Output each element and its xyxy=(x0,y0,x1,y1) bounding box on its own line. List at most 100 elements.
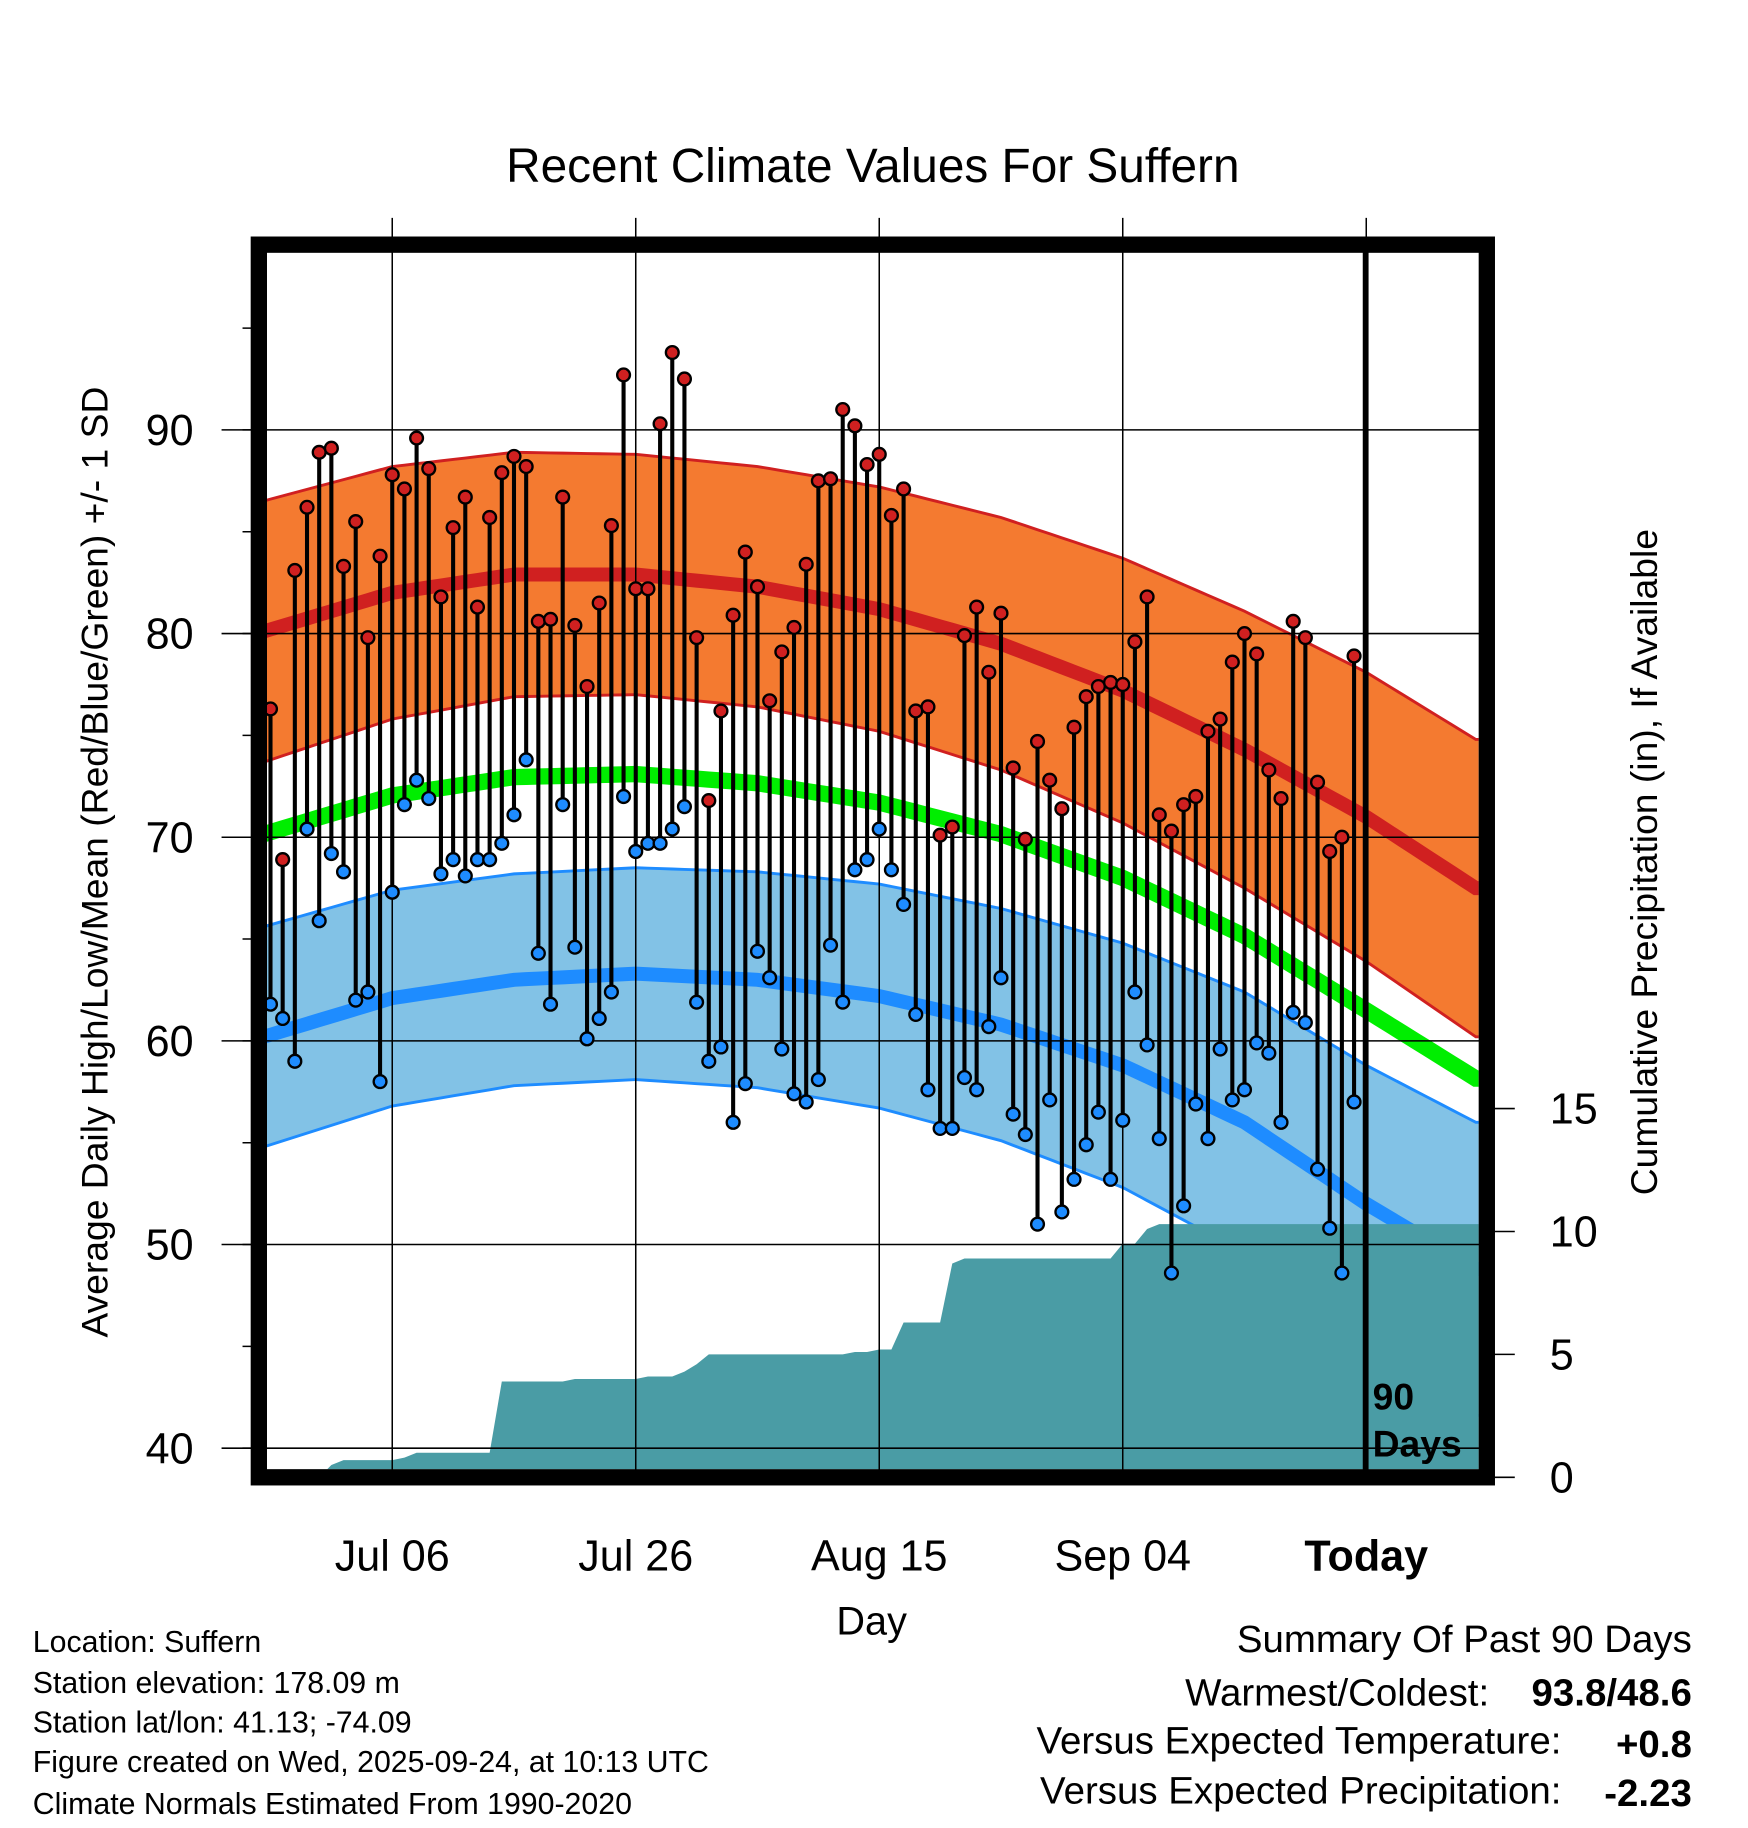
daily-high-point xyxy=(348,513,364,530)
daily-high-point xyxy=(713,703,729,719)
daily-high-point xyxy=(859,456,875,473)
daily-high-point xyxy=(457,489,473,505)
daily-low-point xyxy=(1017,1126,1033,1143)
daily-high-point xyxy=(323,440,339,456)
daily-high-point xyxy=(1029,733,1046,750)
daily-high-point xyxy=(1236,625,1253,642)
normal-low-sd-band xyxy=(266,866,1479,1418)
axes: 40 50 60 70 80 90 0 5 10 15 Jul 06 Jul 26 Aug 15 Sep … xyxy=(146,327,1598,1581)
daily-high-point xyxy=(1163,823,1180,839)
daily-high-point xyxy=(798,556,814,572)
daily-high-point xyxy=(871,446,887,462)
daily-high-point xyxy=(628,581,644,597)
footer-normals: Climate Normals Estimated From 1990-2020 xyxy=(33,1788,632,1821)
daily-high-point xyxy=(640,581,656,597)
daily-low-point xyxy=(1188,1096,1204,1112)
daily-high-point xyxy=(360,630,376,646)
daily-low-point xyxy=(725,1114,741,1130)
daily-low-point xyxy=(762,970,778,986)
daily-low-point xyxy=(1066,1171,1082,1187)
daily-low-point xyxy=(835,994,851,1010)
x-tick-label: Aug 15 xyxy=(811,1533,948,1581)
daily-high-point xyxy=(1127,634,1143,650)
precip-vs-expected-label: Versus Expected Precipitation: xyxy=(1040,1770,1561,1813)
daily-low-point xyxy=(1127,984,1143,1000)
y-tick-label: 90 xyxy=(146,407,194,455)
daily-low-point xyxy=(1285,1004,1301,1020)
daily-high-point xyxy=(311,444,327,460)
daily-low-point xyxy=(981,1019,997,1035)
daily-low-point xyxy=(810,1071,826,1088)
y-tick-label: 70 xyxy=(146,814,194,862)
daily-high-point xyxy=(993,605,1009,621)
daily-high-point xyxy=(396,481,412,497)
daily-high-point xyxy=(1042,772,1058,788)
x-tick-label: Today xyxy=(1304,1533,1428,1581)
daily-low-point xyxy=(396,797,412,813)
daily-low-point xyxy=(1249,1035,1265,1051)
daily-high-point xyxy=(506,448,522,464)
daily-high-point xyxy=(810,473,826,489)
daily-low-point xyxy=(542,996,559,1012)
y-right-tick-label: 0 xyxy=(1550,1454,1574,1502)
daily-high-point xyxy=(1005,760,1021,776)
daily-low-point xyxy=(1236,1082,1253,1098)
daily-high-point xyxy=(920,699,936,715)
daily-low-point xyxy=(871,821,887,837)
daily-high-point xyxy=(1115,676,1131,693)
daily-low-point xyxy=(664,821,680,837)
daily-low-point xyxy=(774,1041,790,1057)
plot-frame xyxy=(250,236,1495,1486)
daily-high-point xyxy=(676,371,693,387)
daily-low-point xyxy=(1054,1204,1070,1220)
daily-low-point xyxy=(1200,1131,1216,1147)
daily-high-point xyxy=(555,489,571,505)
daily-low-point xyxy=(1102,1171,1119,1187)
daily-low-point xyxy=(615,788,632,805)
x-axis-label: Day xyxy=(836,1600,907,1644)
daily-low-point xyxy=(652,835,668,851)
daily-high-point xyxy=(749,579,766,595)
warmest-coldest-value: 93.8/48.6 xyxy=(1532,1672,1692,1715)
normal-low-line xyxy=(266,966,1479,1276)
y-tick-label: 80 xyxy=(146,611,194,659)
footer-elevation: Station elevation: 178.09 m xyxy=(33,1667,400,1700)
daily-high-point xyxy=(956,628,973,644)
daily-high-point xyxy=(701,792,717,809)
daily-high-point xyxy=(896,481,912,497)
daily-low-point xyxy=(266,996,279,1012)
daily-low-point xyxy=(360,984,376,1000)
daily-low-point xyxy=(908,1006,924,1022)
y-right-tick-label: 10 xyxy=(1550,1209,1598,1257)
daily-low-point xyxy=(1334,1265,1350,1281)
daily-high-point xyxy=(1102,674,1119,691)
daily-high-point xyxy=(445,520,461,536)
daily-low-point xyxy=(603,984,619,1000)
temp-vs-expected-value: +0.8 xyxy=(1616,1723,1692,1766)
summary-title: Summary Of Past 90 Days xyxy=(1237,1618,1692,1661)
y-tick-label: 60 xyxy=(146,1018,194,1066)
daily-low-point xyxy=(421,790,437,807)
daily-low-point xyxy=(1139,1037,1155,1053)
daily-low-point xyxy=(1163,1265,1180,1281)
daily-low-point xyxy=(1176,1198,1192,1214)
precip-vs-expected-value: -2.23 xyxy=(1604,1772,1692,1815)
daily-high-point xyxy=(494,465,510,481)
daily-high-point xyxy=(275,852,291,868)
daily-low-point xyxy=(798,1094,814,1110)
daily-high-point xyxy=(1224,654,1240,670)
data-marks xyxy=(266,344,1362,1281)
daily-low-point xyxy=(591,1010,607,1027)
daily-low-point xyxy=(1224,1092,1240,1108)
daily-low-point xyxy=(749,943,766,959)
station-info: Location: Suffern Station elevation: 178… xyxy=(33,1626,709,1821)
daily-high-point xyxy=(1309,774,1326,790)
daily-high-point xyxy=(542,611,559,627)
daily-low-point xyxy=(372,1074,388,1090)
daily-high-point xyxy=(1200,723,1216,739)
daily-low-point xyxy=(494,835,510,851)
today-annotation-1: 90 xyxy=(1373,1376,1414,1418)
daily-high-point xyxy=(883,507,899,524)
daily-low-point xyxy=(689,994,705,1010)
